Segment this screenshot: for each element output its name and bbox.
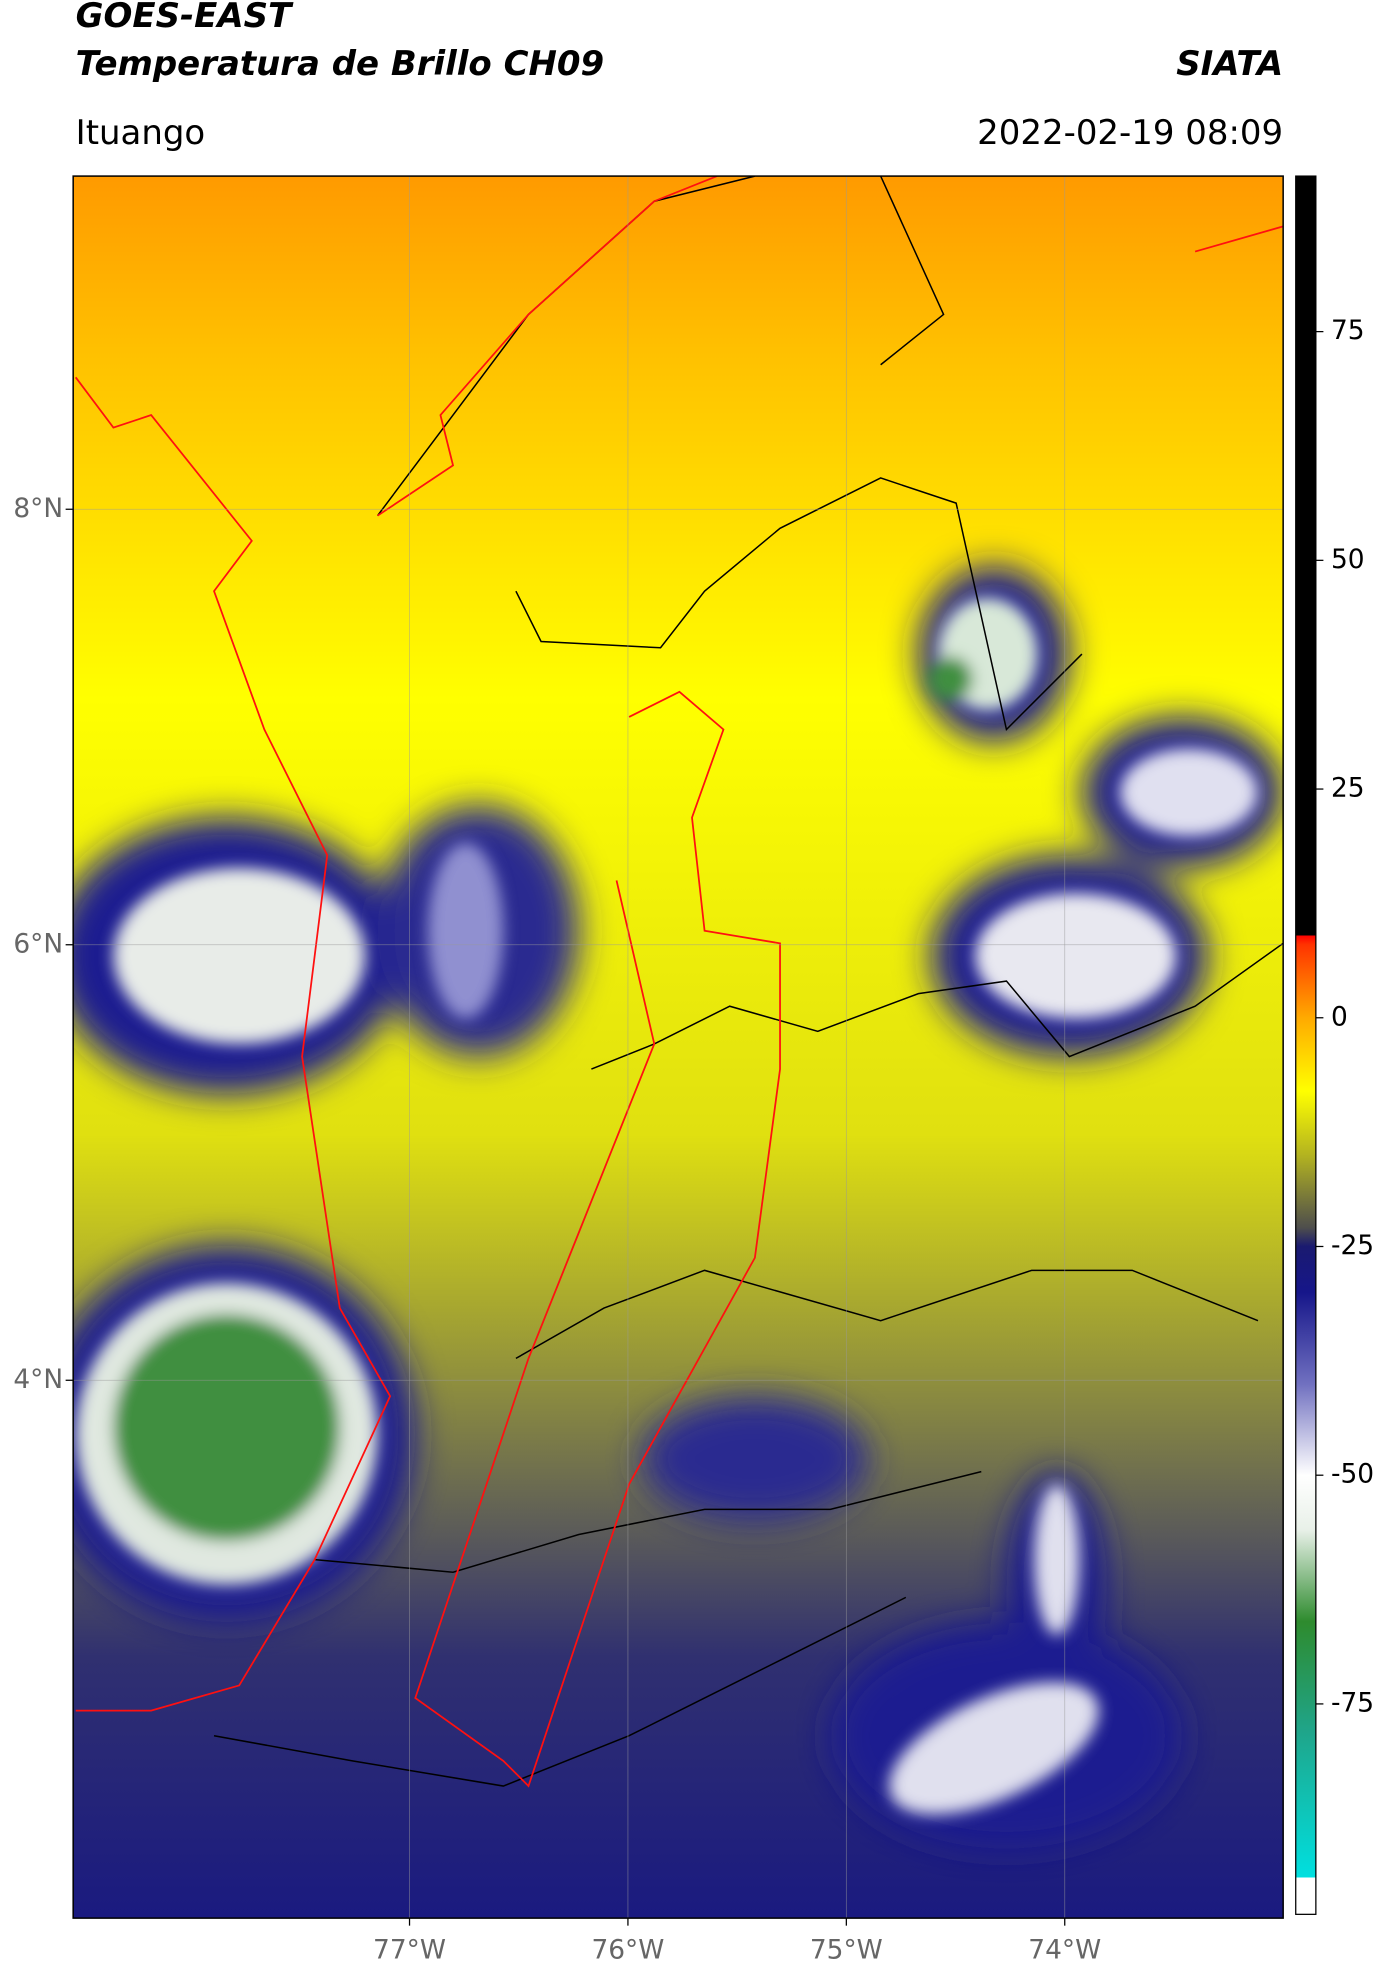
colorbar-tick-label: -75 <box>1331 1687 1374 1718</box>
colorbar-tick-label: -50 <box>1331 1459 1374 1490</box>
colorbar-tick-label: 75 <box>1331 315 1365 346</box>
y-tick-label: 6°N <box>13 928 63 959</box>
source: SIATA <box>1176 44 1283 84</box>
colorbar-tick-label: -25 <box>1331 1230 1374 1261</box>
x-tick-label: 75°W <box>810 1934 883 1965</box>
x-tick-label: 77°W <box>373 1934 446 1965</box>
colorbar-tick-label: 25 <box>1331 773 1365 804</box>
y-tick-label: 8°N <box>13 493 63 524</box>
location: Ituango <box>76 113 206 153</box>
colorbar-tick-label: 50 <box>1331 544 1365 575</box>
map-frame <box>72 175 1284 1919</box>
x-tick-label: 76°W <box>591 1934 664 1965</box>
graticule <box>73 176 1284 1919</box>
datetime: 2022-02-19 08:09 <box>977 113 1283 153</box>
colorbar <box>1295 175 1317 1915</box>
title-line1: GOES-EAST <box>76 0 294 36</box>
map-image <box>73 176 1284 1919</box>
colorbar-tick-label: 0 <box>1331 1001 1348 1032</box>
title-line2: Temperatura de Brillo CH09 <box>76 44 604 84</box>
x-tick-label: 74°W <box>1028 1934 1101 1965</box>
y-tick-label: 4°N <box>13 1364 63 1395</box>
